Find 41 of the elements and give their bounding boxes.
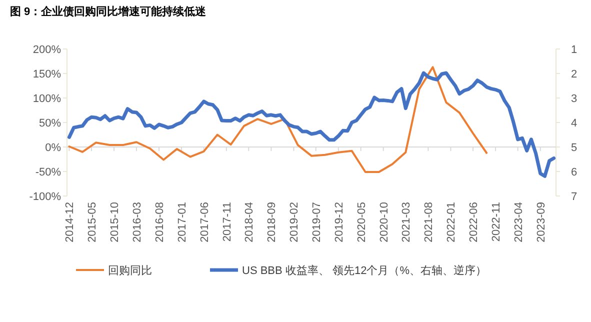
legend-label: 回购同比 (108, 264, 152, 277)
x-tick-label: 2018-04 (244, 202, 256, 242)
y2-tick-label: 4 (570, 118, 578, 130)
y-tick-label: 100% (32, 93, 62, 105)
y2-tick-label: 7 (570, 191, 578, 203)
x-tick-label: 2021-08 (423, 202, 436, 242)
y-tick-label: 50% (38, 118, 62, 130)
x-tick-label: 2019-02 (288, 202, 301, 242)
y2-tick-label: 2 (570, 68, 578, 80)
x-tick-label: 2016-08 (154, 202, 166, 242)
x-tick-label: 2023-09 (535, 202, 548, 242)
x-tick-label: 2020-05 (356, 202, 368, 242)
x-tick-label: 2016-03 (131, 202, 144, 242)
x-tick-label: 2017-01 (176, 202, 189, 242)
y-tick-label: 200% (32, 44, 62, 56)
x-tick-label: 2022-01 (446, 202, 458, 242)
x-tick-label: 2014-12 (64, 202, 76, 242)
x-tick-label: 2015-05 (86, 202, 98, 242)
chart-title: 图 9：企业债回购同比增速可能持续低迷 (10, 5, 208, 18)
x-tick-label: 2022-11 (490, 202, 503, 242)
y-tick-label: -50% (35, 166, 62, 178)
x-tick-label: 2019-07 (310, 202, 323, 242)
x-tick-label: 2017-06 (198, 202, 211, 242)
y-tick-label: 0% (45, 142, 62, 154)
legend-label: US BBB 收益率、 领先12个月（%、右轴、逆序） (242, 264, 486, 277)
x-tick-label: 2023-04 (512, 202, 525, 242)
y2-tick-label: 3 (570, 93, 578, 105)
x-tick-label: 2015-10 (109, 202, 122, 242)
line-series (67, 71, 556, 178)
x-tick-label: 2019-12 (333, 202, 346, 242)
y2-tick-label: 6 (570, 166, 578, 178)
y2-tick-label: 1 (570, 44, 578, 56)
y-tick-label: -100% (29, 191, 62, 203)
x-tick-label: 2017-11 (221, 202, 234, 242)
line-series (68, 66, 488, 173)
x-tick-label: 2018-09 (266, 202, 278, 242)
x-tick-label: 2020-10 (378, 202, 390, 242)
x-tick-label: 2021-03 (400, 202, 413, 242)
y-tick-label: 150% (32, 68, 62, 80)
x-tick-label: 2022-06 (468, 202, 480, 242)
y2-tick-label: 5 (570, 142, 578, 154)
